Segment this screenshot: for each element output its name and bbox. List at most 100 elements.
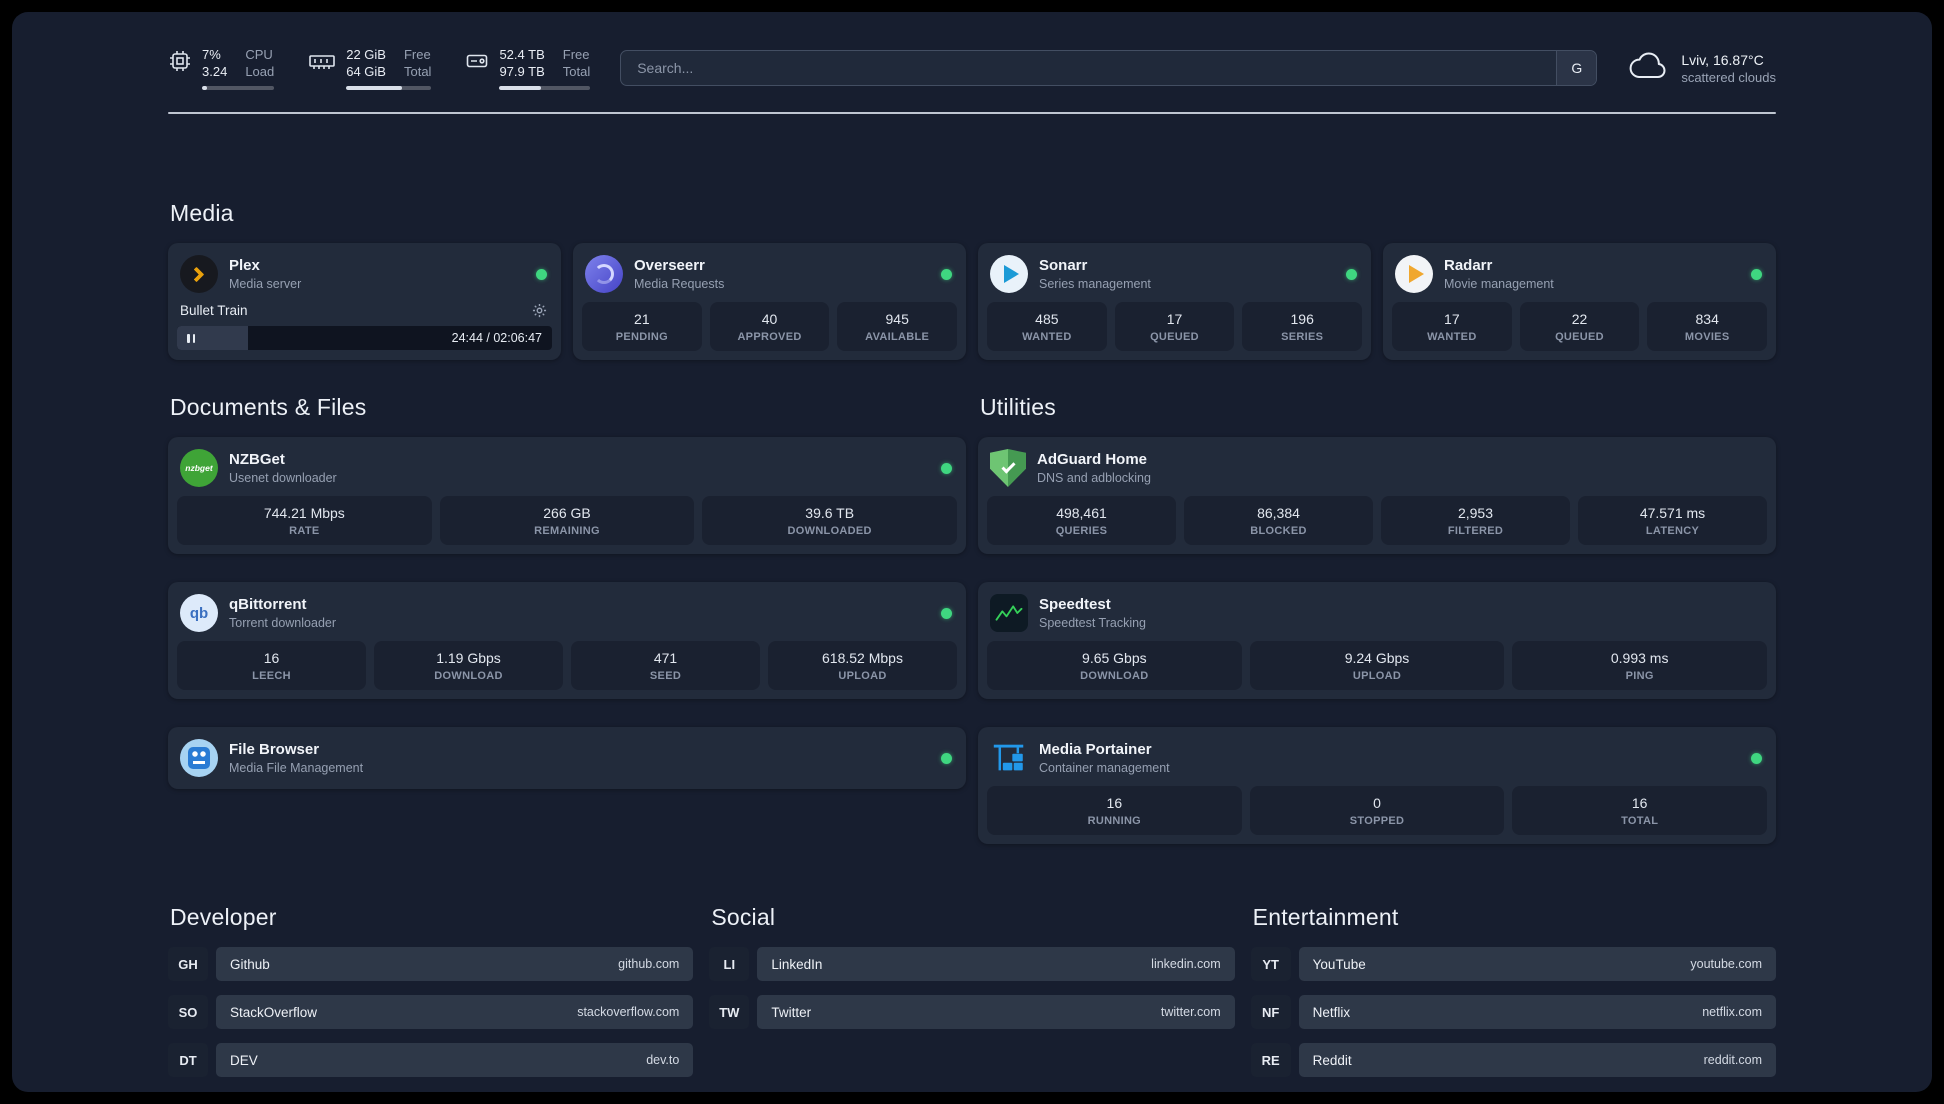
stat-value: 485 [1035,311,1059,327]
bookmark-url: netflix.com [1702,1005,1762,1019]
bookmark-link[interactable]: Netflix netflix.com [1298,995,1776,1029]
bookmark-abbr: TW [709,995,750,1029]
bookmark-url: youtube.com [1690,957,1762,971]
bookmark-url: github.com [618,957,680,971]
bookmark-link[interactable]: Github github.com [216,947,694,981]
search-engine-button[interactable]: G [1556,51,1597,85]
developer-section: Developer GH Github github.com SO StackO… [168,904,694,1091]
adguard-card[interactable]: AdGuard Home DNS and adblocking 498,461 … [978,437,1776,554]
bookmark-youtube: YT YouTube youtube.com [1250,947,1776,981]
app-subtitle: Series management [1039,276,1151,291]
plex-icon [180,255,218,293]
nzbget-card[interactable]: nzbget NZBGet Usenet downloader 744.21 M… [168,437,966,554]
app-name: Sonarr [1039,256,1088,274]
stat-label: QUEUED [1555,331,1604,343]
bookmark-name: Github [230,956,270,972]
cpu-load-value: 3.24 [202,64,228,79]
status-dot [1346,268,1357,280]
media-progress-bar[interactable]: 24:44 / 02:06:47 [177,326,552,350]
stat-value: 266 GB [543,505,591,521]
sonarr-card[interactable]: Sonarr Series management 485 WANTED 17 Q… [978,243,1371,360]
status-dot [536,268,547,280]
pause-icon[interactable] [187,333,195,343]
stat-label: DOWNLOADED [787,525,872,537]
status-dot [941,607,952,619]
bookmark-link[interactable]: StackOverflow stackoverflow.com [216,995,694,1029]
developer-section-title: Developer [170,904,277,930]
bookmark-url: stackoverflow.com [577,1005,680,1019]
stat-label: RUNNING [1087,815,1142,827]
bookmark-reddit: RE Reddit reddit.com [1250,1043,1776,1077]
ram-usage-bar [346,86,432,90]
bookmark-name: DEV [230,1052,258,1068]
stat-label: PENDING [615,331,668,343]
bookmark-link[interactable]: Reddit reddit.com [1298,1043,1776,1077]
stat-tile: 39.6 TB DOWNLOADED [702,496,958,545]
stat-tile: 40 APPROVED [709,302,830,351]
filebrowser-icon [180,739,218,777]
disk-free-label: Free [562,47,590,62]
stat-tile: 17 WANTED [1392,302,1512,351]
plex-card[interactable]: Plex Media server Bullet Train [168,243,561,360]
stat-tile: 498,461 QUERIES [987,496,1176,545]
cpu-percent: 7% [202,47,221,62]
app-subtitle: Container management [1039,760,1170,775]
radarr-icon [1395,255,1433,293]
app-subtitle: Media Requests [634,276,725,291]
bookmark-name: YouTube [1312,956,1366,972]
bookmark-linkedin: LI LinkedIn linkedin.com [709,947,1235,981]
bookmark-link[interactable]: Twitter twitter.com [757,995,1235,1029]
stat-tile: 47.571 ms LATENCY [1578,496,1767,545]
stat-tile: 1.19 Gbps DOWNLOAD [374,641,563,690]
stat-tile: 16 LEECH [177,641,366,690]
adguard-shield-icon [990,449,1026,487]
weather-widget[interactable]: Lviv, 16.87°C scattered clouds [1627,50,1776,87]
stat-tile: 17 QUEUED [1114,302,1235,351]
media-section-title: Media [170,200,234,226]
cpu-monitor: 7% 3.24 CPU Load [168,46,275,90]
stat-label: APPROVED [737,331,802,343]
stat-value: 17 [1166,311,1183,327]
portainer-crane-icon [990,739,1028,777]
qbittorrent-card[interactable]: qb qBittorrent Torrent downloader 16 [168,582,966,699]
stat-tile: 0.993 ms PING [1512,641,1768,690]
speedtest-card[interactable]: Speedtest Speedtest Tracking 9.65 Gbps D… [978,582,1776,699]
ram-free-value: 22 GiB [346,47,386,62]
bookmark-name: Netflix [1312,1004,1351,1020]
app-name: NZBGet [229,450,285,468]
bookmark-link[interactable]: LinkedIn linkedin.com [757,947,1235,981]
stat-label: TOTAL [1621,815,1659,827]
documents-section: Documents & Files nzbget NZBGet Usenet d… [168,394,966,844]
stat-value: 196 [1290,311,1314,327]
filebrowser-card[interactable]: File Browser Media File Management [168,727,966,789]
radarr-card[interactable]: Radarr Movie management 17 WANTED 22 QUE… [1383,243,1776,360]
system-monitors: 7% 3.24 CPU Load [168,46,591,90]
documents-section-title: Documents & Files [170,394,367,420]
stat-value: 86,384 [1257,505,1300,521]
stat-value: 40 [761,311,778,327]
bookmark-link[interactable]: DEV dev.to [216,1043,694,1077]
stat-tile: 16 RUNNING [987,786,1242,835]
stat-value: 16 [263,650,280,666]
overseerr-card[interactable]: Overseerr Media Requests 21 PENDING 40 A… [573,243,966,360]
status-dot [941,752,952,764]
stat-value: 21 [634,311,650,327]
portainer-card[interactable]: Media Portainer Container management 16 … [978,727,1776,844]
stat-label: SERIES [1281,331,1324,343]
cpu-load-label: Load [245,64,275,79]
search-input[interactable] [620,50,1598,86]
bookmark-link[interactable]: YouTube youtube.com [1298,947,1776,981]
app-name: Media Portainer [1039,740,1152,758]
sonarr-icon [990,255,1028,293]
bookmark-url: linkedin.com [1151,957,1221,971]
stat-tile: 9.24 Gbps UPLOAD [1249,641,1505,690]
bookmark-dev: DT DEV dev.to [168,1043,694,1077]
stat-label: QUERIES [1055,525,1108,537]
social-section: Social LI LinkedIn linkedin.com TW Twitt… [709,904,1235,1043]
stat-value: 16 [1106,795,1123,811]
playback-time: 24:44 / 02:06:47 [451,331,542,345]
gear-icon[interactable] [532,303,547,318]
app-name: Radarr [1444,256,1493,274]
stat-value: 498,461 [1056,505,1107,521]
status-dot [1751,752,1762,764]
